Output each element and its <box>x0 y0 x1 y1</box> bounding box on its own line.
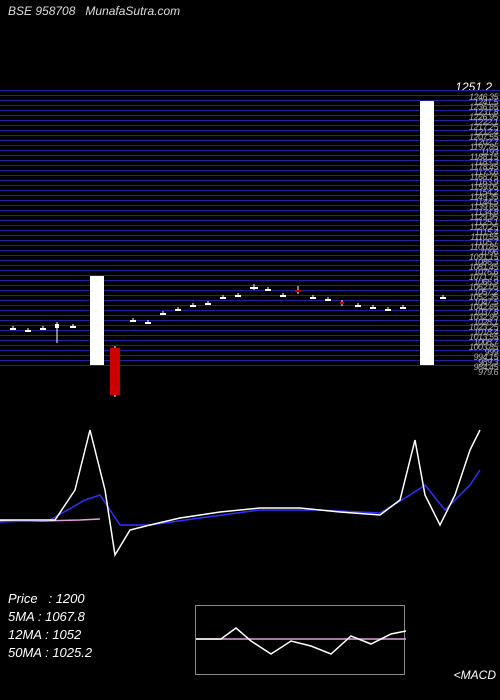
site-label: MunafaSutra.com <box>85 4 180 18</box>
candle <box>220 90 226 370</box>
candle <box>110 90 120 370</box>
candle <box>420 90 434 370</box>
ma50-label: 50MA <box>8 645 41 660</box>
candle <box>325 90 331 370</box>
macd-svg <box>0 400 500 580</box>
ma12-value: 1052 <box>52 627 81 642</box>
candle <box>235 90 241 370</box>
y-axis-labels: 1246.351241.51236.651231.81226.951222.11… <box>469 95 498 375</box>
candle <box>175 90 181 370</box>
candle <box>370 90 376 370</box>
ma5-row: 5MA : 1067.8 <box>8 608 92 626</box>
candle <box>250 90 258 370</box>
candle <box>340 90 344 370</box>
candle <box>10 90 16 370</box>
inset-chart <box>195 605 405 675</box>
ma50-row: 50MA : 1025.2 <box>8 644 92 662</box>
candle <box>160 90 166 370</box>
price-row: Price : 1200 <box>8 590 92 608</box>
candle <box>55 90 59 370</box>
candle <box>400 90 406 370</box>
candle <box>25 90 31 370</box>
live-macd-label: <MACD <box>454 668 496 682</box>
candle <box>310 90 316 370</box>
price-label: Price <box>8 591 38 606</box>
candle <box>40 90 46 370</box>
candle <box>145 90 151 370</box>
candle <box>265 90 271 370</box>
candlestick-chart <box>0 90 500 370</box>
ma12-label: 12MA <box>8 627 41 642</box>
stats-box: Price : 1200 5MA : 1067.8 12MA : 1052 50… <box>8 590 92 662</box>
candle <box>90 90 104 370</box>
ma50-value: 1025.2 <box>52 645 92 660</box>
candle <box>280 90 286 370</box>
chart-header: BSE 958708 MunafaSutra.com <box>0 0 500 22</box>
ma12-row: 12MA : 1052 <box>8 626 92 644</box>
price-value: 1200 <box>56 591 85 606</box>
candle <box>295 90 301 370</box>
ma5-label: 5MA <box>8 609 34 624</box>
candle <box>355 90 361 370</box>
macd-chart <box>0 400 500 580</box>
candle <box>190 90 196 370</box>
inset-svg <box>196 606 406 676</box>
candle <box>385 90 391 370</box>
candle <box>70 90 76 370</box>
ma5-value: 1067.8 <box>45 609 85 624</box>
candle <box>205 90 211 370</box>
ticker-label: BSE 958708 <box>8 4 75 18</box>
candle <box>130 90 136 370</box>
candle <box>440 90 446 370</box>
